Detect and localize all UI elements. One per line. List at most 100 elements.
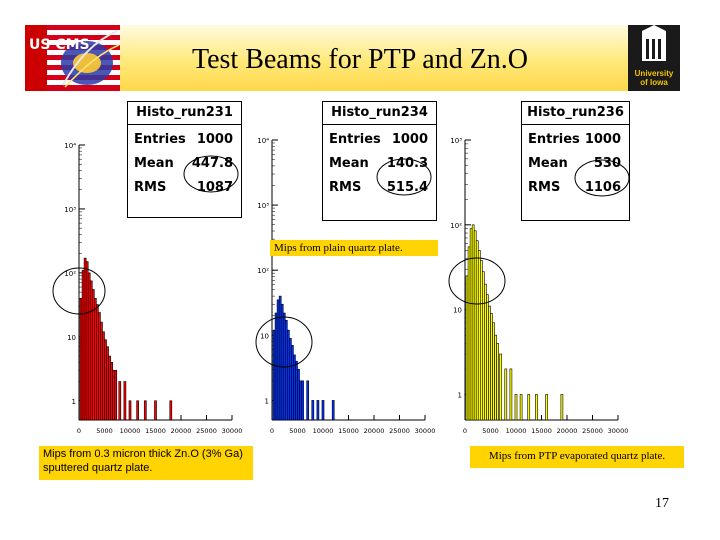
histogram-bar — [87, 272, 91, 421]
y-tick-label: 10³ — [450, 137, 462, 145]
histogram-bar — [484, 283, 487, 421]
note-plain-quartz: Mips from plain quartz plate. — [270, 240, 438, 256]
histogram-bar — [494, 334, 497, 421]
histogram-bar — [282, 312, 286, 421]
histogram-bar — [499, 353, 503, 421]
histogram-bar — [301, 380, 304, 421]
histogram-bar — [492, 322, 495, 421]
stats-row-rms: RMS 515.4 — [329, 180, 428, 195]
y-tick-label: 10⁴ — [257, 137, 269, 145]
histogram-bar — [108, 355, 111, 421]
histogram-bar — [519, 394, 523, 421]
histogram-bar — [272, 329, 276, 421]
histogram-bar — [96, 304, 99, 421]
histogram-bar — [83, 257, 87, 421]
histogram-bar — [143, 400, 147, 421]
y-tick-label: 10³ — [64, 206, 76, 214]
histogram-bar — [535, 394, 538, 421]
page-number: 17 — [655, 496, 669, 511]
y-tick-label: 10 — [260, 332, 269, 340]
histogram-bar — [509, 368, 513, 421]
y-tick-label: 1 — [265, 397, 269, 405]
x-tick-label: 10000 — [506, 427, 527, 435]
histogram-bar — [112, 369, 116, 421]
histogram-bar — [85, 261, 89, 421]
stats-row-mean: Mean 447.8 — [134, 156, 233, 171]
y-tick-label: 10³ — [257, 202, 269, 210]
stats-row-mean: Mean 530 — [528, 156, 621, 171]
histogram-bar — [465, 275, 469, 421]
histogram-bar — [110, 361, 113, 421]
x-tick-label: 30000 — [222, 427, 243, 435]
x-tick-label: 0 — [463, 427, 467, 435]
y-tick-label: 10² — [450, 222, 462, 230]
slide-title: Test Beams for PTP and Zn.O — [191, 44, 529, 75]
histogram-bar — [100, 321, 103, 421]
histogram-bar — [169, 400, 173, 421]
histogram-bar — [490, 313, 493, 421]
university-of-iowa-logo: University of Iowa — [628, 25, 680, 91]
histogram-bar — [467, 246, 471, 421]
histogram-bar — [291, 345, 294, 421]
histogram-bar — [475, 240, 479, 421]
histogram-bar — [469, 228, 473, 421]
histogram-bar — [276, 299, 280, 421]
histogram-bar — [118, 381, 122, 421]
histogram-bar — [473, 230, 477, 421]
x-tick-label: 20000 — [171, 427, 192, 435]
stats-title: Histo_run234 — [323, 102, 436, 125]
histogram-bar — [94, 298, 97, 421]
histogram-bar — [496, 343, 499, 421]
y-tick-label: 10 — [67, 334, 76, 342]
x-tick-label: 15000 — [338, 427, 359, 435]
histogram-bar — [299, 380, 302, 421]
histogram-bar — [274, 312, 278, 421]
histogram-bar — [79, 298, 83, 421]
stats-row-rms: RMS 1106 — [528, 180, 621, 195]
histogram-bar — [278, 295, 282, 421]
stats-row-rms: RMS 1087 — [134, 180, 233, 195]
x-tick-label: 5000 — [289, 427, 306, 435]
histogram-bar — [560, 394, 564, 421]
stats-box-run236: Histo_run236 Entries 1000 Mean 530 RMS 1106 — [521, 101, 630, 221]
x-tick-label: 10000 — [313, 427, 334, 435]
y-tick-label: 1 — [458, 391, 462, 399]
histogram-bar — [102, 331, 105, 421]
histogram-bar — [293, 354, 296, 421]
histogram-bar — [482, 271, 485, 421]
y-tick-label: 10² — [64, 270, 76, 278]
stats-box-run234: Histo_run234 Entries 1000 Mean 140.3 RMS 51… — [322, 101, 437, 221]
histogram-bar — [471, 224, 475, 421]
histogram-bar — [306, 380, 310, 421]
x-tick-label: 0 — [77, 427, 81, 435]
y-tick-label: 10 — [453, 307, 462, 315]
histogram-bar — [295, 360, 298, 421]
histogram-bar — [136, 400, 139, 421]
x-tick-label: 30000 — [608, 427, 629, 435]
stats-title: Histo_run231 — [128, 102, 241, 125]
y-tick-label: 10² — [257, 267, 269, 275]
histogram-bar — [488, 305, 491, 421]
stats-box-run231: Histo_run231 Entries 1000 Mean 447.8 RMS 10… — [127, 101, 242, 218]
histogram-bar — [545, 394, 548, 421]
histogram-bar — [114, 369, 118, 421]
x-tick-label: 20000 — [364, 427, 385, 435]
x-tick-label: 10000 — [120, 427, 141, 435]
logo-left-text: US CMS — [29, 37, 90, 53]
x-tick-label: 30000 — [415, 427, 436, 435]
histogram-bar — [527, 394, 531, 421]
histogram-bar — [286, 329, 290, 421]
histogram-bar — [289, 337, 292, 421]
x-tick-label: 15000 — [145, 427, 166, 435]
stats-row-entries: Entries 1000 — [134, 132, 233, 147]
histogram-bar — [128, 400, 132, 421]
histogram-bar — [104, 339, 107, 421]
stats-row-mean: Mean 140.3 — [329, 156, 428, 171]
x-tick-label: 25000 — [196, 427, 217, 435]
histogram-bar — [280, 303, 284, 421]
histogram-bar — [284, 319, 288, 421]
histogram-bar — [123, 381, 127, 421]
x-tick-label: 5000 — [482, 427, 499, 435]
histogram-bar — [321, 400, 325, 421]
histogram-bar — [331, 400, 335, 421]
